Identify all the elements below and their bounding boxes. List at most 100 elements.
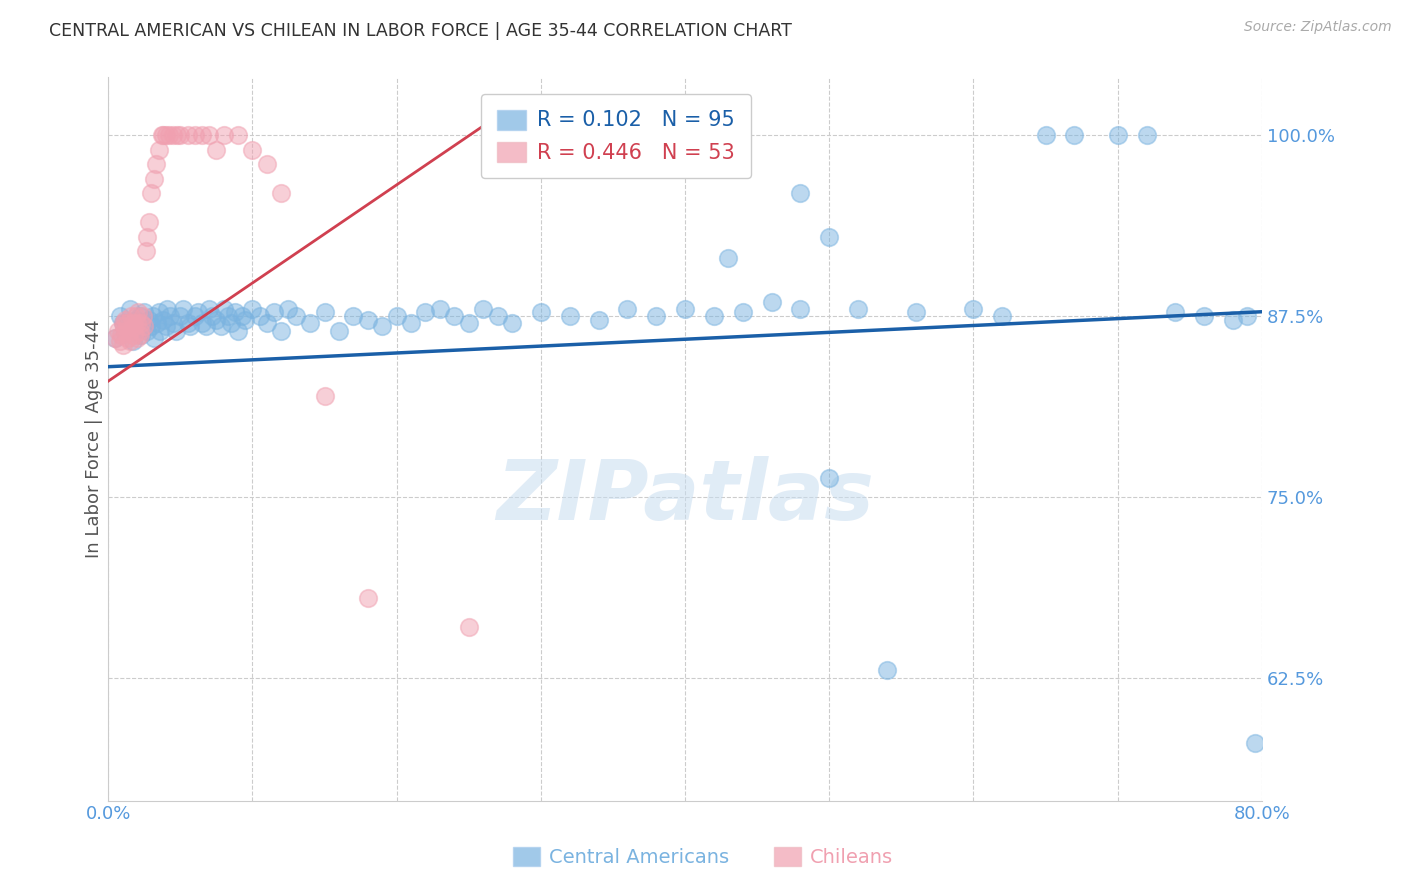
Point [818,229,841,244]
Point [219,316,242,330]
Point [789,301,811,316]
Point [143,331,166,345]
Point [143,171,166,186]
Point [198,301,221,316]
Point [112,319,135,334]
Point [217,309,239,323]
Point [120,309,142,323]
Point [134,304,156,318]
Point [731,304,754,318]
Point [457,620,479,634]
Point [132,309,155,323]
Point [1243,736,1265,750]
Point [104,331,127,345]
Point [1192,309,1215,323]
Point [169,128,191,143]
Point [150,128,173,143]
Point [846,301,869,316]
Point [114,313,136,327]
Point [129,327,152,342]
Point [256,316,278,330]
Point [399,316,422,330]
Point [111,316,134,330]
Point [165,324,187,338]
Point [131,327,153,342]
Point [588,313,610,327]
Point [176,128,198,143]
Point [187,304,209,318]
Point [673,301,696,316]
Point [761,294,783,309]
Point [249,309,271,323]
Point [155,319,177,334]
Point [212,128,235,143]
Point [342,309,364,323]
Point [205,143,228,157]
Point [205,313,228,327]
Point [256,157,278,171]
Point [201,309,224,323]
Point [108,309,131,323]
Point [233,313,256,327]
Point [1135,128,1157,143]
Point [183,128,205,143]
Point [152,128,174,143]
Point [904,304,927,318]
Point [127,316,149,330]
Point [124,313,146,327]
Point [270,324,292,338]
Point [183,309,205,323]
Point [212,301,235,316]
Legend: Central Americans, Chileans: Central Americans, Chileans [506,840,900,874]
Text: CENTRAL AMERICAN VS CHILEAN IN LABOR FORCE | AGE 35-44 CORRELATION CHART: CENTRAL AMERICAN VS CHILEAN IN LABOR FOR… [49,22,792,40]
Point [385,309,408,323]
Point [142,309,165,323]
Point [131,316,153,330]
Point [148,143,170,157]
Point [198,128,221,143]
Point [118,324,141,338]
Point [129,324,152,338]
Text: Source: ZipAtlas.com: Source: ZipAtlas.com [1244,20,1392,34]
Point [107,324,129,338]
Point [122,327,145,342]
Point [443,309,465,323]
Point [124,309,146,323]
Point [111,338,134,352]
Point [1222,313,1244,327]
Point [530,304,553,318]
Point [486,309,509,323]
Point [125,316,148,330]
Point [121,334,143,348]
Point [114,324,136,338]
Point [457,316,479,330]
Point [209,319,232,334]
Text: ZIPatlas: ZIPatlas [496,457,875,537]
Point [115,316,138,330]
Point [962,301,984,316]
Point [314,389,336,403]
Point [172,301,194,316]
Point [242,143,264,157]
Point [141,186,163,201]
Point [226,128,249,143]
Point [371,319,394,334]
Point [125,331,148,345]
Point [138,215,160,229]
Point [501,316,523,330]
Point [179,319,201,334]
Point [991,309,1014,323]
Point [114,324,136,338]
Point [357,591,380,606]
Point [138,313,160,327]
Legend: R = 0.102   N = 95, R = 0.446   N = 53: R = 0.102 N = 95, R = 0.446 N = 53 [481,95,751,178]
Point [717,252,740,266]
Point [472,301,495,316]
Point [270,186,292,201]
Point [558,309,581,323]
Y-axis label: In Labor Force | Age 35-44: In Labor Force | Age 35-44 [86,319,103,558]
Point [1063,128,1085,143]
Point [169,309,191,323]
Point [122,319,145,334]
Point [110,327,132,342]
